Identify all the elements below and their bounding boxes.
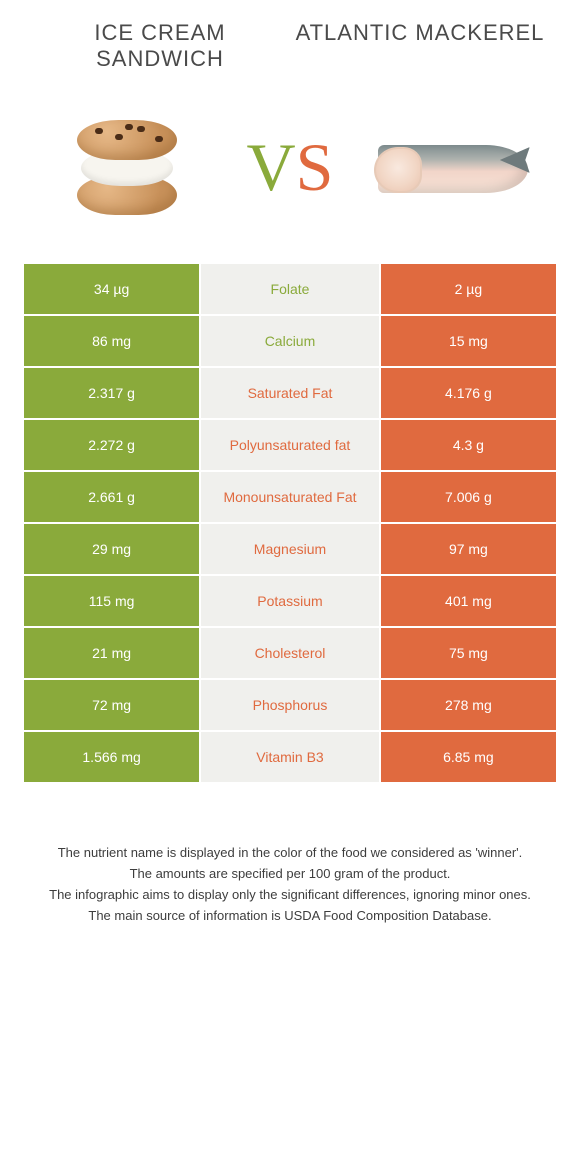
vs-s: S — [296, 129, 334, 205]
table-row: 29 mgMagnesium97 mg — [23, 523, 557, 575]
table-row: 72 mgPhosphorus278 mg — [23, 679, 557, 731]
table-row: 21 mgCholesterol75 mg — [23, 627, 557, 679]
left-value: 29 mg — [23, 523, 200, 575]
table-row: 34 µgFolate2 µg — [23, 263, 557, 315]
table-row: 2.272 gPolyunsaturated fat4.3 g — [23, 419, 557, 471]
right-value: 401 mg — [380, 575, 557, 627]
left-value: 2.317 g — [23, 367, 200, 419]
footer-notes: The nutrient name is displayed in the co… — [30, 844, 550, 925]
right-food-image — [378, 112, 528, 222]
table-row: 1.566 mgVitamin B36.85 mg — [23, 731, 557, 783]
footer-line: The nutrient name is displayed in the co… — [30, 844, 550, 863]
cookie-icon — [67, 120, 187, 215]
table-row: 2.317 gSaturated Fat4.176 g — [23, 367, 557, 419]
nutrient-label: Monounsaturated Fat — [200, 471, 380, 523]
right-value: 15 mg — [380, 315, 557, 367]
vs-label: VS — [247, 128, 334, 207]
left-value: 115 mg — [23, 575, 200, 627]
left-value: 2.661 g — [23, 471, 200, 523]
left-food-title: ICE CREAM SANDWICH — [30, 20, 290, 72]
nutrient-label: Vitamin B3 — [200, 731, 380, 783]
vs-v: V — [247, 129, 296, 205]
left-value: 86 mg — [23, 315, 200, 367]
left-value: 1.566 mg — [23, 731, 200, 783]
right-value: 97 mg — [380, 523, 557, 575]
right-value: 4.3 g — [380, 419, 557, 471]
table-row: 115 mgPotassium401 mg — [23, 575, 557, 627]
left-value: 34 µg — [23, 263, 200, 315]
image-row: VS — [0, 82, 580, 262]
right-value: 7.006 g — [380, 471, 557, 523]
footer-line: The amounts are specified per 100 gram o… — [30, 865, 550, 884]
nutrient-label: Calcium — [200, 315, 380, 367]
footer-line: The infographic aims to display only the… — [30, 886, 550, 905]
nutrient-label: Phosphorus — [200, 679, 380, 731]
right-value: 4.176 g — [380, 367, 557, 419]
nutrient-label: Folate — [200, 263, 380, 315]
nutrient-label: Potassium — [200, 575, 380, 627]
nutrient-label: Cholesterol — [200, 627, 380, 679]
footer-line: The main source of information is USDA F… — [30, 907, 550, 926]
fish-icon — [378, 127, 528, 207]
nutrient-table: 34 µgFolate2 µg86 mgCalcium15 mg2.317 gS… — [22, 262, 558, 784]
nutrient-label: Saturated Fat — [200, 367, 380, 419]
right-value: 6.85 mg — [380, 731, 557, 783]
table-row: 2.661 gMonounsaturated Fat7.006 g — [23, 471, 557, 523]
right-food-title: ATLANTIC MACKEREL — [290, 20, 550, 72]
left-value: 21 mg — [23, 627, 200, 679]
header: ICE CREAM SANDWICH ATLANTIC MACKEREL — [0, 0, 580, 82]
right-value: 2 µg — [380, 263, 557, 315]
right-value: 75 mg — [380, 627, 557, 679]
left-food-image — [52, 112, 202, 222]
table-row: 86 mgCalcium15 mg — [23, 315, 557, 367]
nutrient-label: Magnesium — [200, 523, 380, 575]
left-value: 72 mg — [23, 679, 200, 731]
left-value: 2.272 g — [23, 419, 200, 471]
right-value: 278 mg — [380, 679, 557, 731]
nutrient-label: Polyunsaturated fat — [200, 419, 380, 471]
